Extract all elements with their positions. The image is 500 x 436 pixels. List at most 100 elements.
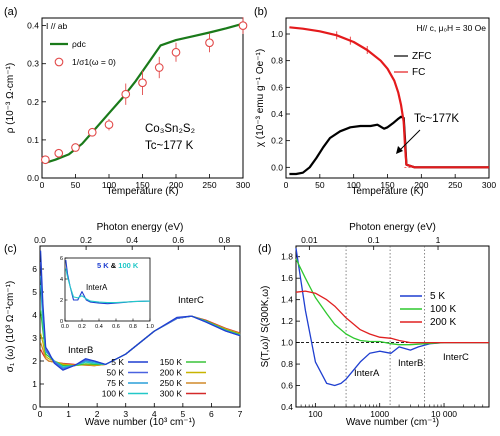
legend-label: 1/σ1(ω = 0) — [72, 57, 116, 67]
top-x-tick-label: 0.2 — [80, 235, 92, 245]
panel-a: 0 50 100 150 200 250 300 0.0 0.1 0.2 0.3 0.4 (a) Temp… — [4, 6, 250, 197]
y-tick-label: 0.3 — [27, 59, 39, 69]
y-tick-label: 2 — [32, 356, 37, 366]
panel-label: (a) — [4, 6, 17, 18]
y-axis-label: ρ (10⁻³ Ω·cm⁻¹) — [5, 63, 16, 133]
x-tick-label: 0 — [284, 180, 289, 190]
x-axis-label: Temperature (K) — [351, 186, 423, 197]
y-axis-label: χ (10⁻³ emu g⁻¹ Oe⁻¹) — [255, 49, 266, 147]
top-x-tick-label: 0.6 — [172, 235, 184, 245]
x-tick-label: 50 — [71, 180, 81, 190]
top-x-tick-label: 0.0 — [34, 235, 46, 245]
y-tick-label: 1.0 — [281, 338, 293, 348]
y-tick-label: 0.8 — [281, 359, 293, 369]
y-tick-label: 0.4 — [271, 109, 283, 119]
interB-annotation: InterB — [398, 358, 423, 369]
y-tick-label: 0.0 — [27, 173, 39, 183]
inset-frame — [64, 257, 151, 322]
x-tick-label: 200 — [414, 180, 428, 190]
inset-series-line — [65, 268, 151, 304]
x-tick-label: 150 — [135, 180, 149, 190]
legend-label: 250 K — [160, 378, 183, 388]
panel-c: 0 1 2 3 4 5 6 7 0 1 2 3 4 5 6 0.0 0.2 0.4 0.6 0.8 (c) Photon … — [4, 222, 243, 428]
y-tick-label: 2 — [60, 298, 63, 304]
legend-label: 100 K — [430, 304, 456, 315]
legend-label: 75 K — [107, 378, 125, 388]
y-tick-label: 4 — [60, 277, 63, 283]
arrow-head-icon — [396, 146, 403, 154]
top-x-tick-label: 0.01 — [301, 235, 318, 245]
plot-frame — [285, 17, 490, 179]
y-tick-label: 0.0 — [271, 162, 283, 172]
y-tick-label: 5 — [32, 287, 37, 297]
panel-d: 100 1000 10 000 0.4 0.6 0.8 1.0 1.2 1.4 1.6 1.8 0.0… — [258, 222, 490, 428]
top-x-tick-label: 0.1 — [368, 235, 380, 245]
data-point — [171, 47, 181, 57]
legend-label: 200 K — [430, 317, 456, 328]
y-tick-label: 0.2 — [27, 97, 39, 107]
series-line — [289, 26, 489, 169]
x-axis-label: Wave number (cm⁻¹) — [346, 417, 439, 428]
legend-label: 200 K — [160, 368, 183, 378]
x-axis-label: Wave number (10³ cm⁻¹) — [85, 417, 195, 428]
interA-annotation: InterA — [354, 368, 380, 379]
x-tick-label: 0.4 — [95, 324, 103, 330]
y-tick-label: 0.2 — [271, 136, 283, 146]
tc-annotation: Tc~177 K — [145, 140, 194, 152]
x-tick-label: 0 — [40, 180, 45, 190]
data-point — [71, 143, 80, 152]
legend-label: ρdc — [72, 39, 87, 49]
condition-text: H// c, μ₀H = 30 Oe — [416, 23, 486, 33]
data-point — [104, 120, 114, 130]
x-tick-label: 1000 — [370, 409, 389, 419]
interA-annotation: InterA — [86, 283, 108, 292]
x-tick-label: 0.6 — [112, 324, 120, 330]
inset-legend: 5 K & 100 K — [97, 261, 139, 270]
y-tick-label: 1.2 — [281, 316, 293, 326]
data-point — [54, 148, 64, 158]
x-tick-label: 0 — [38, 409, 43, 419]
y-tick-label: 0 — [32, 402, 37, 412]
top-x-tick-label: 0.4 — [126, 235, 138, 245]
legend-swatch-marker — [54, 57, 64, 67]
x-tick-label: 7 — [238, 409, 243, 419]
series-line — [289, 115, 489, 176]
y-tick-label: 3 — [32, 333, 37, 343]
x-tick-label: 250 — [448, 180, 462, 190]
y-tick-label: 0.6 — [281, 381, 293, 391]
x-tick-label: 300 — [236, 180, 250, 190]
x-tick-label: 5 — [180, 409, 185, 419]
x-tick-label: 300 — [482, 180, 496, 190]
data-point — [40, 155, 50, 165]
y-tick-label: 0.8 — [271, 56, 283, 66]
x-tick-label: 150 — [380, 180, 394, 190]
tc-arrow — [397, 129, 421, 153]
x-tick-label: 0.0 — [61, 324, 69, 330]
legend-label: FC — [412, 67, 425, 78]
plot-frame — [39, 245, 241, 408]
x-tick-label: 3 — [123, 409, 128, 419]
series-line — [295, 248, 489, 387]
y-tick-label: 0.6 — [271, 82, 283, 92]
top-x-axis-label: Photon energy (eV) — [97, 222, 184, 233]
legend-label: 5 K — [430, 291, 445, 302]
data-point — [138, 78, 147, 88]
data-point — [121, 89, 131, 99]
top-x-tick-label: 1 — [436, 235, 441, 245]
series-line — [295, 258, 489, 346]
y-tick-label: 0.1 — [27, 135, 39, 145]
panel-b: 0 50 100 150 200 250 300 0.0 0.2 0.4 0.6 0.8 1.0 (b) T… — [254, 6, 496, 197]
panel-label: (c) — [4, 243, 17, 255]
plot-frame — [295, 245, 490, 408]
x-tick-label: 2 — [95, 409, 100, 419]
y-tick-label: 4 — [32, 310, 37, 320]
y-tick-label: 1.8 — [281, 252, 293, 262]
x-tick-label: 4 — [152, 409, 157, 419]
top-x-tick-label: 0.8 — [218, 235, 230, 245]
data-point — [87, 127, 97, 137]
y-tick-label: 6 — [60, 256, 63, 262]
y-tick-label: 0.4 — [27, 21, 39, 31]
legend-label: 100 K — [102, 389, 125, 399]
x-tick-label: 6 — [209, 409, 214, 419]
